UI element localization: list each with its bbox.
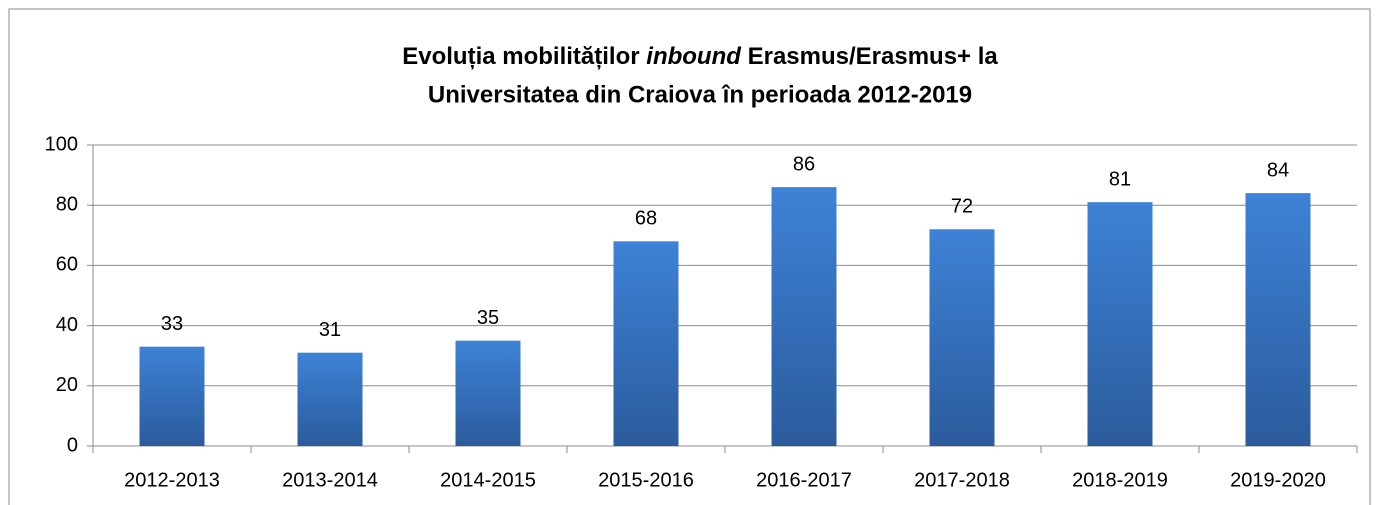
x-tick-label: 2019-2020: [1230, 469, 1326, 491]
bar: [455, 340, 521, 446]
x-tick-label: 2014-2015: [440, 469, 536, 491]
y-tick-label: 100: [45, 133, 78, 155]
data-label: 72: [951, 196, 973, 218]
x-tick-label: 2015-2016: [598, 469, 694, 491]
data-label: 86: [793, 153, 815, 175]
title-part: inbound: [646, 43, 742, 70]
x-tick-label: 2018-2019: [1072, 469, 1168, 491]
x-tick-label: 2017-2018: [914, 469, 1010, 491]
x-tick-label: 2016-2017: [756, 469, 852, 491]
data-label: 68: [635, 208, 657, 230]
y-tick-label: 20: [56, 374, 78, 396]
chart-border: [8, 8, 1371, 505]
data-label: 84: [1267, 159, 1289, 181]
y-tick-label: 60: [56, 254, 78, 276]
bar: [771, 187, 837, 446]
x-tick-label: 2012-2013: [124, 469, 220, 491]
bar: [1087, 202, 1153, 446]
bar: [1245, 193, 1311, 446]
bar: [297, 352, 363, 446]
y-tick-label: 0: [67, 434, 78, 456]
chart-title: Evoluția mobilităților inbound Erasmus/E…: [402, 43, 998, 70]
data-label: 81: [1109, 168, 1131, 190]
data-label: 31: [319, 319, 341, 341]
bar: [613, 241, 679, 446]
bar: [929, 229, 995, 446]
bar: [139, 346, 205, 446]
y-tick-label: 80: [56, 193, 78, 215]
y-tick-label: 40: [56, 314, 78, 336]
chart-title: Universitatea din Craiova în perioada 20…: [428, 81, 972, 108]
x-tick-label: 2013-2014: [282, 469, 378, 491]
title-part: Erasmus/Erasmus+ la: [741, 43, 998, 70]
data-label: 33: [161, 313, 183, 335]
data-label: 35: [477, 307, 499, 329]
title-part: Evoluția mobilităților: [402, 43, 646, 70]
